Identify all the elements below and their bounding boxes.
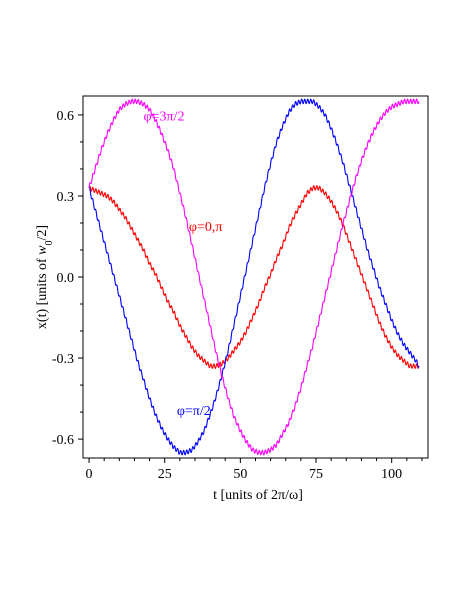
series-line-2: [88, 98, 420, 456]
y-tick-label: 0.0: [57, 271, 75, 286]
y-tick-label: -0.6: [52, 433, 74, 448]
y-axis-title-end: /2]: [35, 225, 50, 241]
series-line-1: [88, 98, 420, 456]
y-tick-label: 0.6: [57, 109, 75, 124]
x-tick-label: 50: [233, 467, 247, 482]
plot-border: [82, 95, 429, 459]
y-axis-title-sub: 0: [44, 240, 55, 245]
y-tick-label: 0.3: [57, 190, 75, 205]
x-tick-label: 100: [381, 467, 402, 482]
series-annotation: φ=3π/2: [144, 109, 185, 124]
series-annotation: φ=π/2: [177, 404, 211, 419]
x-axis-ticks: 0 25 50 75 100: [86, 458, 423, 482]
y-axis-title: x(t) [units of w0/2]: [35, 225, 55, 329]
x-tick-label: 25: [158, 467, 172, 482]
plot-frame: [82, 95, 429, 459]
series-layer: [88, 98, 420, 456]
y-axis-title-main: x(t) [units of: [35, 255, 50, 329]
series-annotations: φ=0,π φ=π/2 φ=3π/2: [144, 109, 223, 418]
series-line-0: [88, 184, 420, 370]
series-annotation: φ=0,π: [189, 220, 223, 235]
x-tick-label: 75: [309, 467, 323, 482]
x-tick-label: 0: [86, 467, 93, 482]
y-axis-title-w: w: [35, 245, 50, 255]
y-tick-label: -0.3: [52, 352, 74, 367]
x-axis-title: t [units of 2π/ω]: [213, 488, 303, 503]
y-axis-ticks: 0.6 0.3 0.0 -0.3 -0.6: [52, 109, 83, 448]
